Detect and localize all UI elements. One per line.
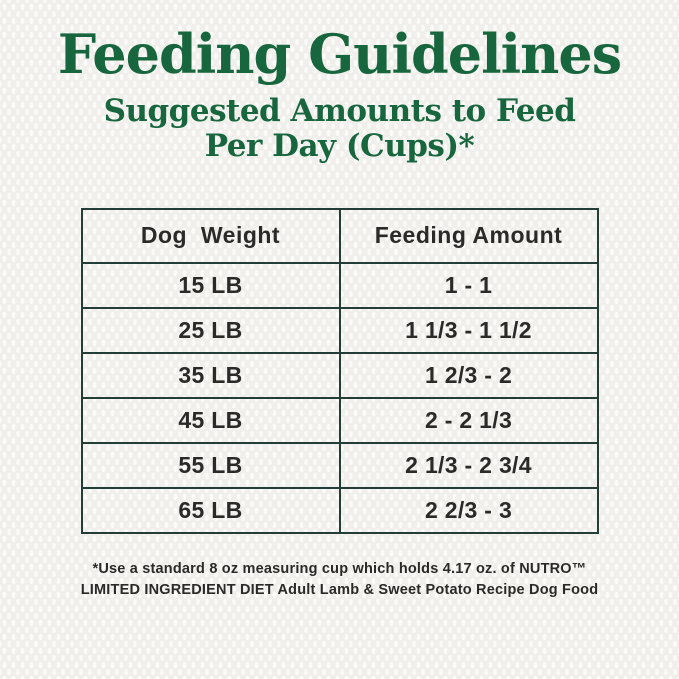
footnote-line-2: LIMITED INGREDIENT DIET Adult Lamb & Swe…	[80, 581, 599, 598]
page-subtitle: Suggested Amounts to Feed Per Day (Cups)…	[0, 94, 679, 163]
subtitle-line-1: Suggested Amounts to Feed	[103, 93, 576, 130]
table-row: 55 LB 2 1/3 - 2 3/4	[80, 441, 599, 489]
feeding-table: Dog Weight Feeding Amount 15 LB 1 - 1 25…	[80, 207, 599, 534]
dog-weight-cell: 25 LB	[80, 306, 341, 354]
feeding-amount-cell: 2 2/3 - 3	[338, 486, 599, 534]
dog-weight-cell: 15 LB	[80, 261, 341, 309]
dog-weight-cell: 35 LB	[80, 351, 341, 399]
footnote: *Use a standard 8 oz measuring cup which…	[0, 559, 679, 601]
dog-weight-cell: 45 LB	[80, 396, 341, 444]
feeding-amount-cell: 2 1/3 - 2 3/4	[338, 441, 599, 489]
footnote-line-1: *Use a standard 8 oz measuring cup which…	[92, 560, 587, 577]
table-row: 25 LB 1 1/3 - 1 1/2	[80, 306, 599, 354]
feeding-amount-cell: 1 2/3 - 2	[338, 351, 599, 399]
column-header-feeding-amount: Feeding Amount	[338, 207, 599, 264]
column-header-dog-weight: Dog Weight	[80, 207, 341, 264]
feeding-amount-cell: 1 1/3 - 1 1/2	[338, 306, 599, 354]
dog-weight-cell: 55 LB	[80, 441, 341, 489]
table-row: 45 LB 2 - 2 1/3	[80, 396, 599, 444]
subtitle-line-2: Per Day (Cups)*	[204, 128, 475, 165]
table-header-row: Dog Weight Feeding Amount	[80, 207, 599, 264]
table-row: 35 LB 1 2/3 - 2	[80, 351, 599, 399]
table-row: 65 LB 2 2/3 - 3	[80, 486, 599, 534]
page-title: Feeding Guidelines	[57, 22, 622, 86]
feeding-amount-cell: 2 - 2 1/3	[338, 396, 599, 444]
dog-weight-cell: 65 LB	[80, 486, 341, 534]
table-row: 15 LB 1 - 1	[80, 261, 599, 309]
feeding-amount-cell: 1 - 1	[338, 261, 599, 309]
